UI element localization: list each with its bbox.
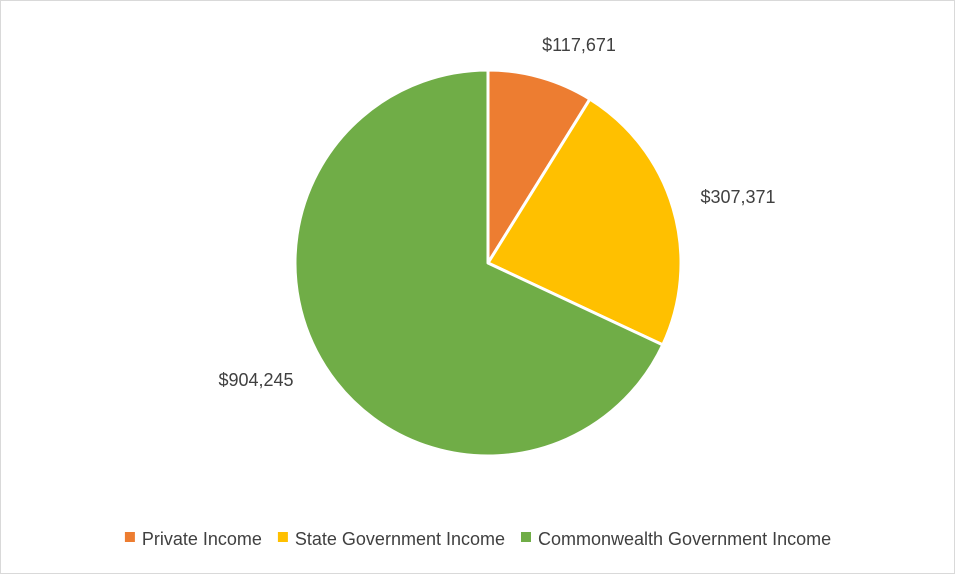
legend-label-state-government-income: State Government Income: [295, 529, 505, 549]
legend: Private Income State Government Income Com…: [124, 529, 831, 549]
legend-marker-state-government-income: [277, 532, 288, 542]
data-labels: $117,671 $307,371 $904,245: [218, 35, 775, 390]
legend-item-commonwealth-government-income: Commonwealth Government Income: [521, 529, 831, 549]
legend-item-state-government-income: State Government Income: [277, 529, 505, 549]
data-label-private-income: $117,671: [542, 35, 616, 55]
data-label-commonwealth-government-income: $904,245: [218, 370, 293, 390]
pie-slice-state-government-income: [486, 97, 683, 347]
legend-label-private-income: Private Income: [142, 529, 262, 549]
pie-slice-private-income: [486, 68, 592, 265]
legend-label-commonwealth-government-income: Commonwealth Government Income: [538, 529, 831, 549]
legend-item-private-income: Private Income: [124, 529, 262, 549]
pie-slices: [293, 68, 683, 458]
data-label-state-government-income: $307,371: [700, 187, 775, 207]
legend-marker-private-income: [124, 532, 135, 542]
pie-slice-commonwealth-government-income: [293, 68, 665, 458]
legend-marker-commonwealth-government-income: [521, 532, 531, 542]
